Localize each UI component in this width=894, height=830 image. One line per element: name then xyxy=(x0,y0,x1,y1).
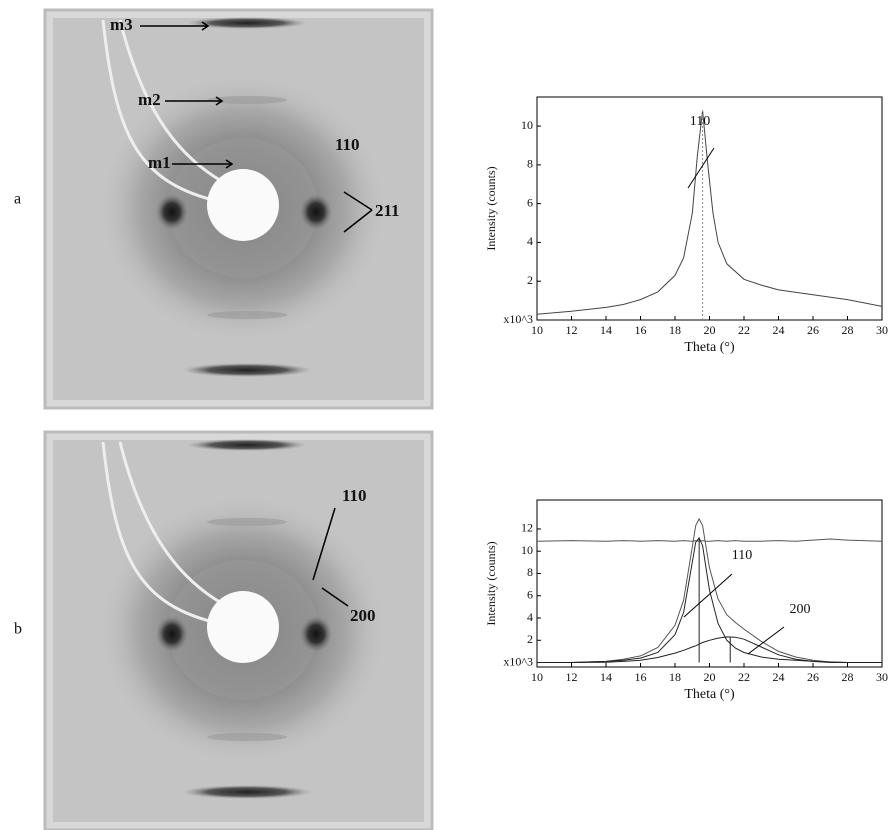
series-line xyxy=(537,536,882,663)
image-label: 211 xyxy=(375,201,400,220)
x-tick-label: 16 xyxy=(635,323,647,337)
x-tick-label: 14 xyxy=(600,323,612,337)
series-line xyxy=(537,636,882,663)
image-label: 110 xyxy=(335,135,360,154)
x-tick-label: 18 xyxy=(669,323,681,337)
y-tick-label: 6 xyxy=(527,587,533,601)
annotation: 200 xyxy=(790,602,811,617)
annotation: 110 xyxy=(690,114,710,129)
y-tick-label: 12 xyxy=(521,521,533,535)
y-tick-label: 2 xyxy=(527,273,533,287)
annotation: 110 xyxy=(732,548,752,563)
panel-label: a xyxy=(14,191,21,208)
x-tick-label: 14 xyxy=(600,670,612,684)
y-tick-label: 4 xyxy=(527,234,533,248)
panel-label: b xyxy=(14,621,22,638)
x-tick-label: 22 xyxy=(738,670,750,684)
x-tick-label: 16 xyxy=(635,670,647,684)
x-tick-label: 12 xyxy=(566,670,578,684)
x-tick-label: 20 xyxy=(704,670,716,684)
x-tick-label: 28 xyxy=(842,323,854,337)
annotation-arrow xyxy=(687,147,715,189)
plot-frame xyxy=(536,96,883,321)
image-label: 200 xyxy=(350,606,376,625)
image-label: m2 xyxy=(138,90,161,109)
x-tick-label: 26 xyxy=(807,323,819,337)
image-label: 110 xyxy=(342,486,367,505)
x-tick-label: 24 xyxy=(773,670,785,684)
y-tick-label: x10^3 xyxy=(503,654,533,668)
y-tick-label: 8 xyxy=(527,157,533,171)
image-arrows xyxy=(140,21,373,607)
y-tick-label: 8 xyxy=(527,565,533,579)
series-line xyxy=(537,517,882,663)
x-tick-label: 28 xyxy=(842,670,854,684)
y-axis-label: Intensity (counts) xyxy=(484,166,498,250)
x-tick-label: 30 xyxy=(876,670,888,684)
series-line xyxy=(536,538,883,542)
x-tick-label: 26 xyxy=(807,670,819,684)
x-tick-label: 10 xyxy=(531,670,543,684)
x-tick-label: 10 xyxy=(531,323,543,337)
x-tick-label: 22 xyxy=(738,323,750,337)
y-tick-label: 4 xyxy=(527,610,533,624)
y-tick-label: 2 xyxy=(527,632,533,646)
y-tick-label: 10 xyxy=(521,118,533,132)
diffraction-image xyxy=(43,8,434,410)
x-tick-label: 20 xyxy=(704,323,716,337)
y-axis-label: Intensity (counts) xyxy=(484,541,498,625)
series-line xyxy=(536,110,883,315)
y-tick-label: 10 xyxy=(521,543,533,557)
annotation-arrow xyxy=(683,573,733,618)
annotation-arrow xyxy=(747,626,785,655)
x-axis-label: Theta (°) xyxy=(684,687,735,702)
x-tick-label: 18 xyxy=(669,670,681,684)
y-tick-label: 6 xyxy=(527,195,533,209)
x-tick-label: 12 xyxy=(566,323,578,337)
image-label: m1 xyxy=(148,153,171,172)
y-tick-label: x10^3 xyxy=(503,312,533,326)
plot-frame xyxy=(536,499,883,668)
x-tick-label: 30 xyxy=(876,323,888,337)
image-label: m3 xyxy=(110,15,133,34)
diffraction-image xyxy=(43,430,434,830)
x-axis-label: Theta (°) xyxy=(684,340,735,355)
x-tick-label: 24 xyxy=(773,323,785,337)
